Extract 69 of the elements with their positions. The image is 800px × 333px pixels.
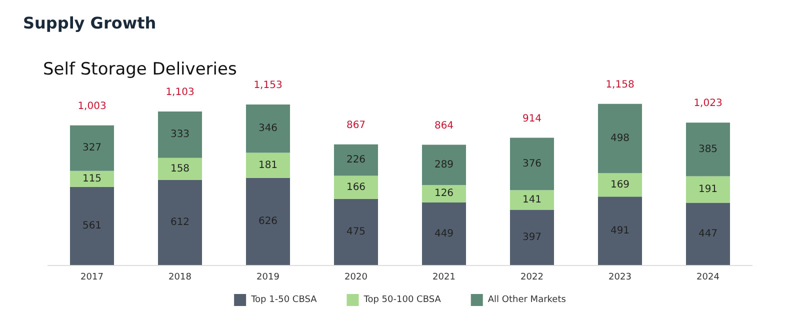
data-label: 226: [346, 154, 366, 166]
x-tick-label: 2021: [432, 272, 456, 282]
x-tick-label: 2019: [256, 272, 280, 282]
chart-subtitle: Self Storage Deliveries: [43, 60, 237, 80]
data-label: 289: [434, 159, 454, 170]
data-label: 169: [610, 179, 630, 190]
data-label: 498: [610, 132, 630, 144]
bar: [598, 104, 642, 174]
data-label: 612: [170, 216, 190, 228]
data-label: 166: [346, 182, 366, 193]
bar: [686, 176, 730, 203]
data-label: 626: [258, 216, 278, 227]
bar: [598, 196, 642, 265]
x-tick-label: 2022: [520, 272, 544, 282]
data-label: 327: [82, 142, 102, 154]
data-label: 191: [698, 184, 718, 195]
total-label: 914: [522, 113, 542, 124]
x-tick-label: 2024: [696, 272, 720, 282]
data-label: 475: [346, 226, 366, 238]
legend-label: Top 50-100 CBSA: [362, 295, 442, 305]
total-label: 1,023: [694, 98, 722, 110]
data-label: 561: [82, 220, 102, 232]
total-label: 1,003: [78, 100, 106, 112]
data-label: 333: [170, 129, 190, 140]
legend-label: Top 1-50 CBSA: [250, 295, 318, 305]
data-label: 141: [522, 194, 542, 206]
bar: [686, 122, 730, 176]
data-label: 181: [258, 160, 278, 171]
data-label: 397: [522, 232, 542, 243]
bar: [70, 125, 114, 171]
bar: [422, 184, 466, 203]
data-label: 385: [698, 144, 718, 155]
x-tick-label: 2023: [608, 272, 632, 282]
bar: [246, 104, 290, 153]
total-label: 1,103: [166, 87, 194, 98]
data-label: 158: [170, 163, 190, 174]
data-label: 346: [258, 123, 278, 134]
bar: [158, 180, 202, 265]
x-tick-label: 2018: [168, 272, 192, 282]
data-label: 126: [434, 188, 454, 200]
total-label: 867: [346, 120, 366, 131]
chart-title: Supply Growth: [23, 14, 156, 32]
x-tick-label: 2020: [344, 272, 368, 282]
bar: [70, 186, 114, 265]
legend-label: All Other Markets: [488, 295, 566, 305]
total-label: 1,158: [606, 79, 634, 90]
bar: [334, 198, 378, 265]
bar: [422, 202, 466, 265]
bar: [598, 173, 642, 197]
bar: [510, 138, 554, 190]
bar: [246, 178, 290, 265]
bar: [246, 152, 290, 178]
total-label: 864: [434, 120, 454, 132]
total-label: 1,153: [254, 80, 282, 92]
data-label: 115: [82, 173, 102, 184]
bar: [158, 112, 202, 158]
data-label: 491: [610, 225, 630, 236]
x-tick-label: 2017: [80, 272, 104, 282]
bar: [334, 144, 378, 176]
bar: [334, 176, 378, 199]
bar: [510, 190, 554, 210]
bar: [70, 170, 114, 187]
data-label: 376: [522, 158, 542, 170]
bar: [686, 202, 730, 265]
data-label: 447: [698, 228, 718, 240]
bar: [510, 210, 554, 265]
bar: [422, 144, 466, 185]
data-label: 449: [434, 228, 454, 240]
bar: [158, 158, 202, 180]
